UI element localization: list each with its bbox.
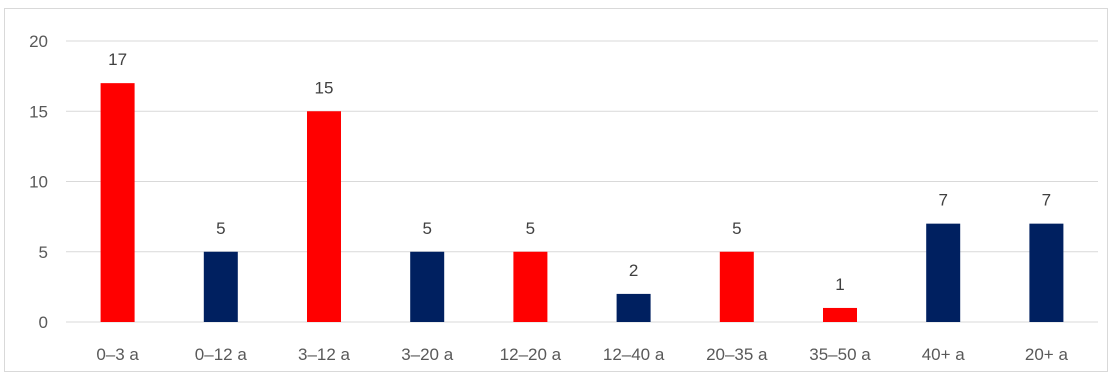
x-tick-label: 0–12 a xyxy=(195,345,248,364)
data-label: 5 xyxy=(216,219,225,238)
y-tick-label: 15 xyxy=(29,102,48,121)
x-tick-label: 12–40 a xyxy=(603,345,665,364)
data-label: 17 xyxy=(108,50,127,69)
y-tick-label: 0 xyxy=(39,313,48,332)
y-tick-label: 20 xyxy=(29,32,48,51)
data-label: 7 xyxy=(1042,191,1051,210)
x-tick-label: 12–20 a xyxy=(500,345,562,364)
bar xyxy=(823,307,857,322)
x-tick-label: 20–35 a xyxy=(706,345,768,364)
x-tick-label: 3–20 a xyxy=(401,345,454,364)
bar xyxy=(100,83,135,323)
data-label: 2 xyxy=(629,261,638,280)
data-label: 5 xyxy=(422,219,431,238)
bar xyxy=(410,251,445,322)
bar xyxy=(513,251,548,322)
y-tick-label: 5 xyxy=(39,243,48,262)
chart-area xyxy=(4,8,1108,372)
data-label: 5 xyxy=(732,219,741,238)
bar xyxy=(926,223,961,322)
data-label: 15 xyxy=(315,78,334,97)
data-label: 5 xyxy=(526,219,535,238)
bar xyxy=(616,293,651,322)
bar xyxy=(307,111,341,322)
x-tick-label: 35–50 a xyxy=(809,345,871,364)
bar xyxy=(719,251,754,322)
bar xyxy=(1029,223,1064,322)
data-label: 7 xyxy=(938,191,947,210)
x-tick-label: 20+ a xyxy=(1025,345,1069,364)
x-tick-label: 40+ a xyxy=(922,345,966,364)
y-tick-label: 10 xyxy=(29,173,48,192)
x-tick-label: 3–12 a xyxy=(298,345,351,364)
data-label: 1 xyxy=(835,275,844,294)
x-tick-label: 0–3 a xyxy=(96,345,139,364)
bar xyxy=(203,251,238,322)
